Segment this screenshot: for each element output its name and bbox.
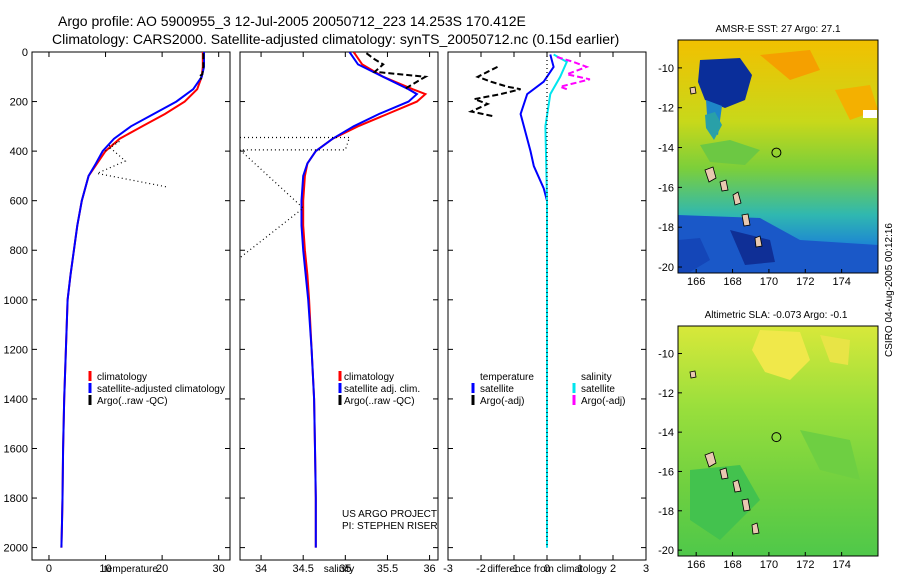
temperature-panel [31,51,231,561]
legend-temperature: temperature [480,372,534,383]
salinity-legend: climatology satellite adj. clim. Argo(..… [338,371,420,407]
map-ytick-label-3-0: -10 [658,63,674,75]
xtick-label-1-4: 36 [423,563,435,575]
series-1-0 [302,52,428,548]
legend-satellite-adjusted: satellite-adjusted climatology [97,384,225,395]
legend-climatology: climatology [97,372,147,383]
map-xtick-label-3-4: 174 [832,276,850,288]
map-ytick-label-4-4: -18 [658,506,674,518]
credit-stamp: CSIRO 04-Aug-2005 00:12:16 [884,223,895,357]
series-0-2 [197,53,205,81]
salinity-panel [239,51,439,561]
ytick-label-5: 1000 [4,295,28,307]
series-2-2 [467,66,521,118]
legend-salinity: salinity [581,372,612,383]
xtick-label-1-2: 35 [339,563,351,575]
argo-position-marker [771,432,782,443]
ytick-label-8: 1600 [4,443,28,455]
legend-climatology: climatology [344,372,394,383]
xtick-label-0-3: 30 [213,563,225,575]
xtick-label-2-4: 1 [577,563,583,575]
map-xtick-label-4-2: 170 [760,559,778,571]
map-ytick-label-3-2: -14 [658,143,674,155]
legend-sal-satellite: satellite [581,384,615,395]
map-xtick-label-4-0: 166 [687,559,705,571]
project-pi: PI: STEPHEN RISER [342,521,438,532]
sst-map [677,39,879,274]
ytick-label-9: 1800 [4,493,28,505]
difference-axis-label: difference from climatology [487,564,606,575]
xtick-label-2-3: 0 [544,563,550,575]
map-ytick-label-4-3: -16 [658,466,674,478]
xtick-label-0-0: 0 [46,563,52,575]
xtick-label-2-0: -3 [443,563,453,575]
legend-argo: Argo(..raw -QC) [97,396,168,407]
series-0-1 [60,52,205,548]
sla-map-title: Altimetric SLA: -0.073 Argo: -0.1 [705,310,848,321]
map-ytick-label-4-5: -20 [658,545,674,557]
map-ytick-label-3-3: -16 [658,182,674,194]
difference-legend: temperature satellite Argo(-adj) salinit… [471,372,625,407]
header-line1: Argo profile: AO 5900955_3 12-Jul-2005 2… [58,13,526,29]
series-1-3 [240,136,351,259]
map-ytick-label-4-0: -10 [658,349,674,361]
credit-text: CSIRO 04-Aug-2005 00:12:16 [884,223,895,357]
legend-temp-satellite: satellite [480,384,514,395]
map-ytick-label-4-1: -12 [658,388,674,400]
xtick-label-0-1: 10 [99,563,111,575]
map-ytick-label-3-4: -18 [658,222,674,234]
xtick-label-2-6: 3 [643,563,649,575]
sst-map-title: AMSR-E SST: 27 Argo: 27.1 [715,24,840,35]
map-xtick-label-3-1: 168 [723,276,741,288]
xtick-label-1-0: 34 [255,563,267,575]
ytick-label-0: 0 [22,47,28,59]
map-ytick-label-3-1: -12 [658,103,674,115]
ytick-label-2: 400 [10,146,28,158]
header-line2: Climatology: CARS2000. Satellite-adjuste… [52,31,619,47]
series-1-2 [365,52,429,91]
project-name: US ARGO PROJECT [342,509,437,520]
map-ytick-label-3-5: -20 [658,262,674,274]
map-xtick-label-3-3: 172 [796,276,814,288]
series-2-0 [519,54,555,548]
ytick-label-3: 600 [10,196,28,208]
xtick-label-2-5: 2 [610,563,616,575]
temperature-legend: climatology satellite-adjusted climatolo… [88,371,225,407]
map-xtick-label-3-0: 166 [687,276,705,288]
map-ytick-label-4-2: -14 [658,427,674,439]
legend-argo: Argo(..raw -QC) [344,396,415,407]
ytick-label-10: 2000 [4,543,28,555]
temperature-axis-label: temperature [104,564,158,575]
legend-satellite: satellite adj. clim. [344,384,420,395]
ytick-label-6: 1200 [4,344,28,356]
map-xtick-label-4-3: 172 [796,559,814,571]
map-xtick-label-4-1: 168 [723,559,741,571]
xtick-label-2-1: -2 [476,563,486,575]
xtick-label-1-3: 35.5 [377,563,398,575]
xtick-label-0-2: 20 [156,563,168,575]
argo-position-marker [771,147,782,158]
legend-sal-argo: Argo(-adj) [581,396,625,407]
map-xtick-label-3-2: 170 [760,276,778,288]
ytick-label-7: 1400 [4,394,28,406]
xtick-label-1-1: 34.5 [292,563,313,575]
series-1-1 [300,52,419,548]
ytick-label-1: 200 [10,97,28,109]
ytick-label-4: 800 [10,245,28,257]
xtick-label-2-2: -1 [509,563,519,575]
legend-temp-argo: Argo(-adj) [480,396,524,407]
series-0-3 [95,140,168,188]
series-2-1 [544,53,569,548]
map-xtick-label-4-4: 174 [832,559,850,571]
salinity-axis-label: salinity [324,564,355,575]
